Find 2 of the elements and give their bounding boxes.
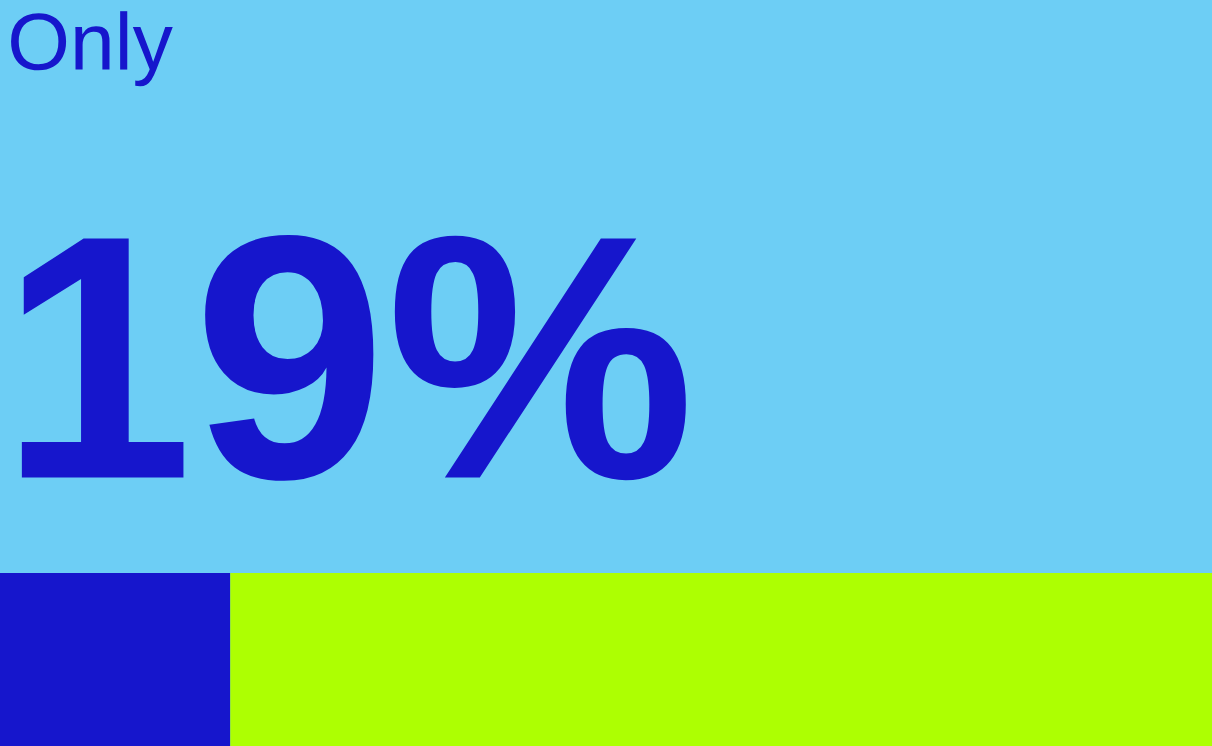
chart-subtitle: 19%	[21, 234, 686, 481]
chart-title: Only	[11, 11, 173, 87]
